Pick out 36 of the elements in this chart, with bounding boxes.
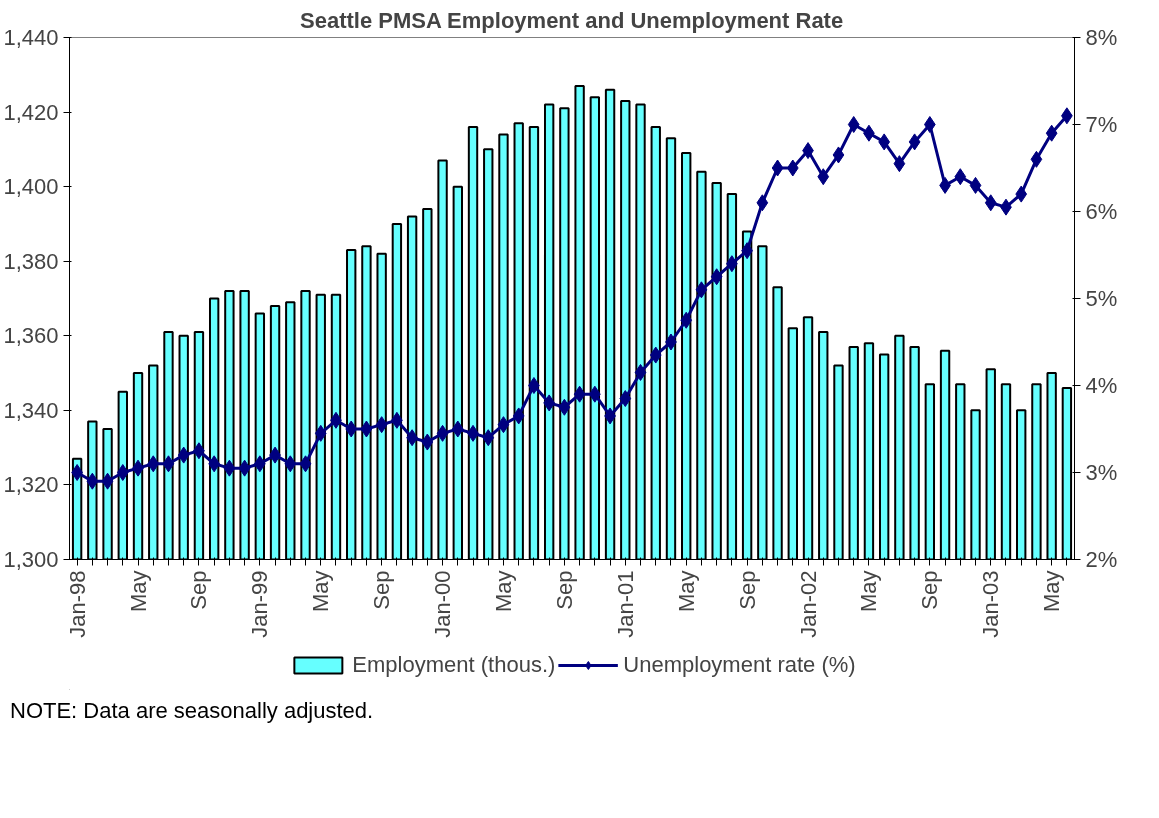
chart-title: Seattle PMSA Employment and Unemployment Rate (300, 7, 844, 33)
x-tick-label: Sep (917, 570, 943, 610)
y-tick-label: 1,300 (3, 547, 59, 572)
y2-tick-label: 6% (1085, 199, 1118, 224)
x-tick-label: Jan-01 (612, 570, 638, 638)
x-tick-label: May (1039, 570, 1065, 613)
y-tick-label: 1,420 (3, 99, 59, 125)
x-tick-label: Jan-03 (978, 570, 1004, 638)
y-tick-label: 1,400 (3, 174, 59, 200)
y-tick-label: 1,360 (3, 323, 59, 349)
y2-tick-label: 8% (1085, 25, 1118, 50)
y2-tick-label: 3% (1085, 460, 1118, 485)
x-tick-label: Jan-98 (64, 570, 90, 638)
legend-label: Employment (thous.) (352, 652, 556, 678)
x-tick-label: Jan-02 (795, 570, 821, 638)
x-tick-label: May (856, 570, 882, 613)
x-tick-label: Jan-00 (430, 570, 456, 638)
y2-tick-label: 5% (1085, 286, 1118, 311)
y-tick-label: 1,320 (3, 472, 59, 498)
x-tick-label: Jan-99 (247, 570, 273, 638)
x-tick-label: Sep (186, 570, 212, 610)
x-tick-label: May (125, 570, 151, 613)
x-tick-label: May (673, 570, 699, 613)
x-tick-label: Sep (551, 570, 577, 610)
x-tick-label: Sep (369, 570, 395, 610)
text: NOTE: Data are seasonally adjusted. (10, 697, 374, 725)
y-tick-label: 1,440 (3, 25, 59, 50)
x-tick-label: May (308, 570, 334, 613)
y2-tick-label: 2% (1085, 547, 1118, 572)
legend-label: Unemployment rate (%) (623, 652, 856, 678)
y-tick-label: 1,380 (3, 248, 59, 274)
x-tick-label: Sep (734, 570, 760, 610)
y2-tick-label: 7% (1085, 112, 1118, 137)
x-tick-label: May (490, 570, 516, 613)
y-tick-label: 1,340 (3, 397, 59, 423)
y2-tick-label: 4% (1085, 373, 1118, 398)
